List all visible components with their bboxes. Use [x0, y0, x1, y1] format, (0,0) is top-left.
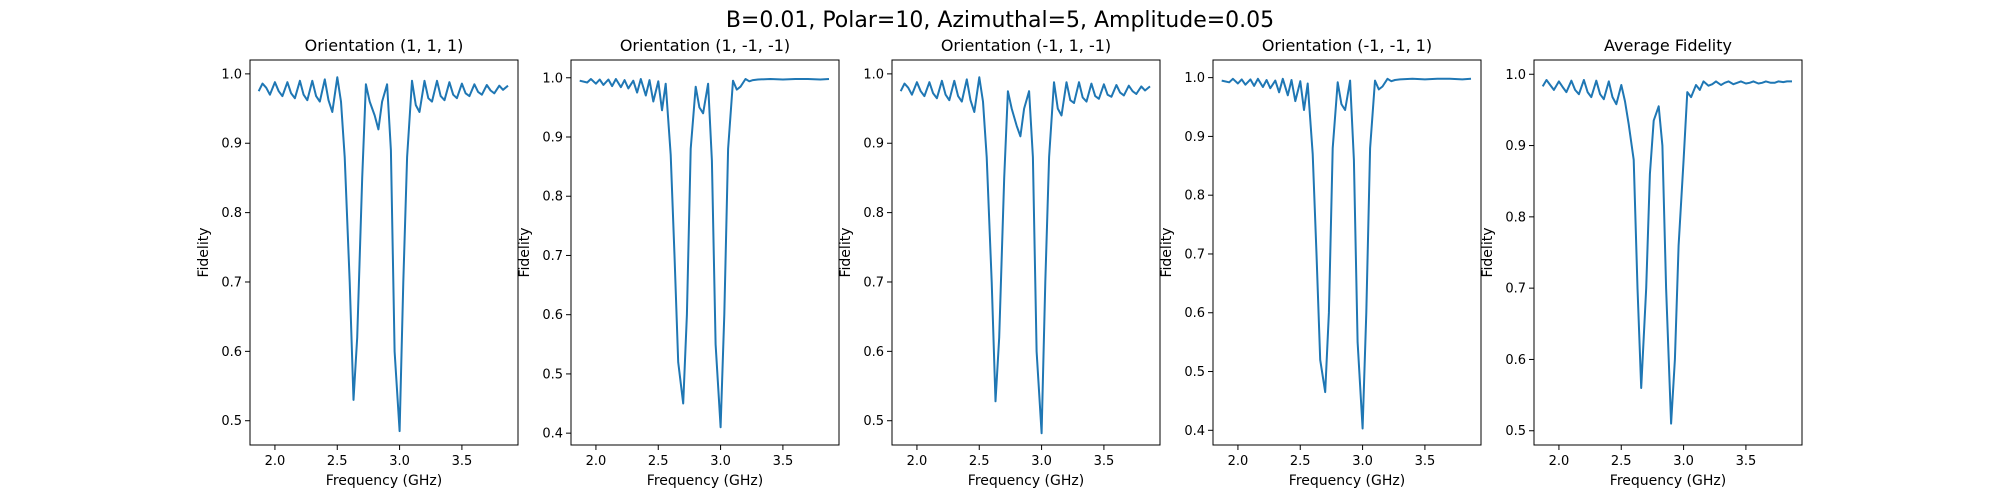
series-line: [1221, 77, 1472, 430]
y-tick-label: 0.5: [1184, 365, 1205, 380]
y-tick-label: 0.4: [542, 427, 563, 442]
y-tick-label: 1.0: [863, 67, 884, 82]
y-tick-label: 1.0: [221, 67, 242, 82]
x-tick-label: 3.5: [773, 454, 794, 469]
panel-title: Orientation (1, 1, 1): [305, 36, 464, 55]
panel-title: Orientation (-1, -1, 1): [1262, 36, 1432, 55]
y-tick-label: 1.0: [542, 71, 563, 86]
x-tick-label: 3.0: [710, 454, 731, 469]
panel-1: Orientation (1, 1, 1) 2.0 2.5 3.0 3.5 0.5 0.6 0…: [196, 36, 519, 489]
y-tick-label: 0.9: [1184, 130, 1205, 145]
y-tick-label: 0.7: [1184, 247, 1205, 262]
x-axis-label: Frequency (GHz): [647, 473, 763, 489]
x-tick-label: 3.5: [1094, 454, 1115, 469]
x-axis-label: Frequency (GHz): [1289, 473, 1405, 489]
y-tick-label: 0.6: [863, 345, 884, 360]
y-tick-label: 0.7: [863, 275, 884, 290]
y-tick-label: 0.6: [221, 345, 242, 360]
y-tick-label: 0.6: [1184, 306, 1205, 321]
x-tick-label: 3.0: [389, 454, 410, 469]
panel-2: Orientation (1, -1, -1) 2.0 2.5 3.0 3.5 0.4 0.…: [517, 36, 840, 489]
y-tick-label: 0.5: [1505, 424, 1526, 439]
y-tick-label: 0.6: [1505, 353, 1526, 368]
plot-frame: [570, 59, 840, 446]
y-tick-label: 1.0: [1184, 71, 1205, 86]
series-line: [1541, 79, 1792, 425]
x-axis-label: Frequency (GHz): [1610, 473, 1726, 489]
y-tick-label: 0.8: [863, 206, 884, 221]
x-tick-label: 3.5: [1415, 454, 1436, 469]
x-tick-label: 2.5: [648, 454, 669, 469]
x-tick-label: 2.0: [265, 454, 286, 469]
x-tick-label: 3.5: [452, 454, 473, 469]
x-tick-label: 3.5: [1736, 454, 1757, 469]
x-tick-label: 2.5: [327, 454, 348, 469]
x-tick-label: 2.5: [1290, 454, 1311, 469]
y-tick-label: 1.0: [1505, 68, 1526, 83]
x-tick-label: 2.5: [1611, 454, 1632, 469]
x-tick-label: 3.0: [1673, 454, 1694, 469]
y-tick-label: 0.9: [863, 137, 884, 152]
series-line: [899, 76, 1151, 435]
y-axis-label: Fidelity: [1159, 228, 1175, 278]
y-axis-label: Fidelity: [838, 228, 854, 278]
x-tick-label: 3.0: [1031, 454, 1052, 469]
y-tick-label: 0.9: [1505, 139, 1526, 154]
panel-3: Orientation (-1, 1, -1) 2.0 2.5 3.0 3.5 0.5 0.…: [838, 36, 1161, 489]
y-axis-label: Fidelity: [1480, 228, 1496, 278]
y-tick-label: 0.8: [221, 206, 242, 221]
y-tick-label: 0.5: [221, 414, 242, 429]
x-tick-label: 2.5: [969, 454, 990, 469]
x-axis-label: Frequency (GHz): [326, 473, 442, 489]
x-axis-label: Frequency (GHz): [968, 473, 1084, 489]
y-tick-label: 0.4: [1184, 424, 1205, 439]
x-tick-label: 2.0: [907, 454, 928, 469]
y-axis-label: Fidelity: [517, 228, 533, 278]
y-tick-label: 0.9: [221, 137, 242, 152]
plot-frame: [249, 59, 519, 446]
panel-title: Average Fidelity: [1604, 36, 1732, 55]
x-tick-label: 2.0: [1228, 454, 1249, 469]
figure-suptitle: B=0.01, Polar=10, Azimuthal=5, Amplitude…: [726, 8, 1274, 33]
panel-title: Orientation (1, -1, -1): [620, 36, 790, 55]
panel-4: Orientation (-1, -1, 1) 2.0 2.5 3.0 3.5 0.4 0.…: [1159, 36, 1482, 489]
plot-frame: [891, 59, 1161, 446]
series-line: [257, 76, 509, 433]
x-tick-label: 3.0: [1352, 454, 1373, 469]
y-axis-label: Fidelity: [196, 228, 212, 278]
y-tick-label: 0.8: [1505, 210, 1526, 225]
x-tick-label: 2.0: [1549, 454, 1570, 469]
y-tick-label: 0.8: [1184, 189, 1205, 204]
y-tick-label: 0.7: [221, 275, 242, 290]
x-tick-label: 2.0: [586, 454, 607, 469]
y-tick-label: 0.5: [542, 367, 563, 382]
panel-5: Average Fidelity 2.0 2.5 3.0 3.5 0.5 0.6 0.7 0.8…: [1480, 36, 1803, 489]
y-tick-label: 0.7: [542, 249, 563, 264]
y-tick-label: 0.9: [542, 131, 563, 146]
y-tick-label: 0.5: [863, 414, 884, 429]
panel-title: Orientation (-1, 1, -1): [941, 36, 1111, 55]
series-line: [579, 78, 830, 429]
plot-frame: [1533, 59, 1803, 446]
y-tick-label: 0.6: [542, 308, 563, 323]
y-tick-label: 0.8: [542, 190, 563, 205]
plot-frame: [1212, 59, 1482, 446]
y-tick-label: 0.7: [1505, 282, 1526, 297]
